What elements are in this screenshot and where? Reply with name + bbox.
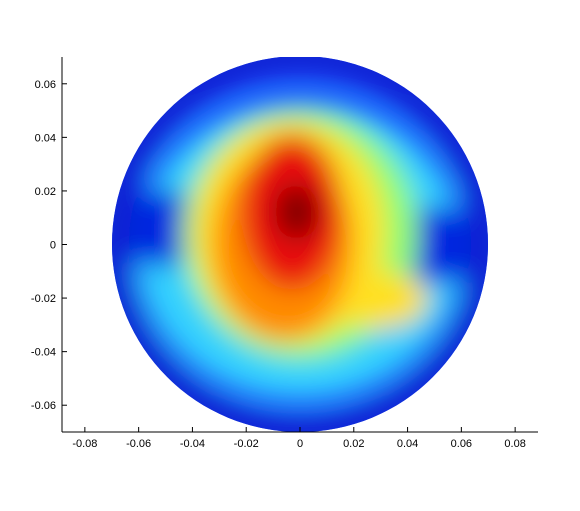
y-tick-label: 0.06: [35, 79, 56, 91]
x-tick-label: 0.02: [343, 438, 364, 450]
x-tick-label: -0.08: [72, 438, 97, 450]
x-tick-label: -0.02: [234, 438, 259, 450]
y-tick-label: -0.06: [31, 400, 56, 412]
x-tick-label: 0.06: [451, 438, 472, 450]
field: [112, 57, 488, 432]
y-tick-label: -0.04: [31, 347, 56, 359]
y-tick-label: 0.02: [35, 186, 56, 198]
y-tick-label: -0.02: [31, 293, 56, 305]
x-tick-label: -0.06: [126, 438, 151, 450]
x-tick-label: 0: [297, 438, 303, 450]
y-tick-label: 0: [50, 240, 56, 252]
x-tick-label: -0.04: [180, 438, 205, 450]
x-tick-label: 0.04: [397, 438, 418, 450]
x-tick-label: 0.08: [504, 438, 525, 450]
y-tick-label: 0.04: [35, 132, 56, 144]
